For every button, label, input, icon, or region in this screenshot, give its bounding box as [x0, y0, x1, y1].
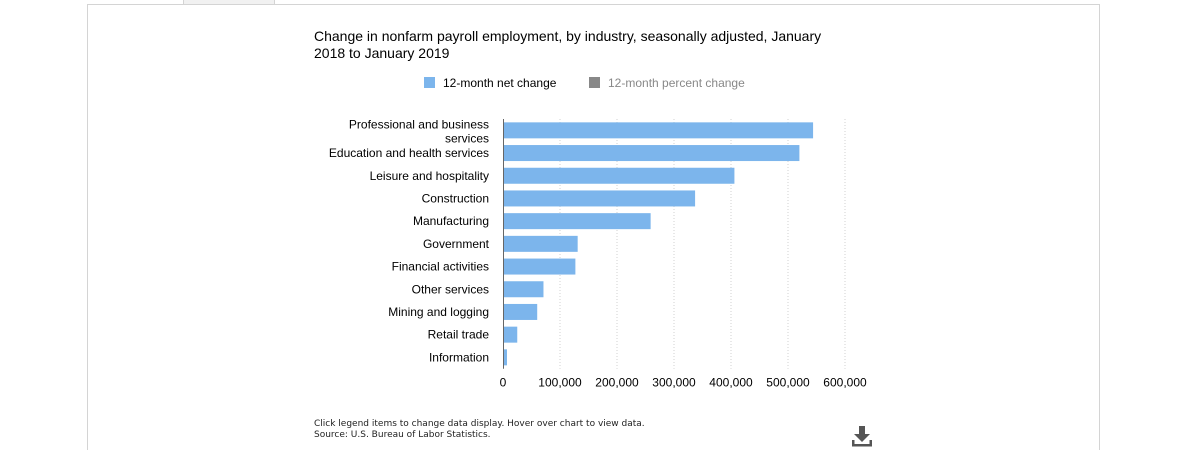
- category-label: Information: [429, 350, 489, 364]
- bar[interactable]: [503, 303, 538, 320]
- bar[interactable]: [503, 281, 544, 298]
- x-tick-label: 300,000: [652, 376, 696, 390]
- x-tick-label: 0: [500, 376, 507, 390]
- download-button[interactable]: [851, 425, 873, 447]
- x-tick-label: 200,000: [595, 376, 639, 390]
- chart-notes: Click legend items to change data displa…: [314, 419, 645, 441]
- bar[interactable]: [503, 235, 578, 252]
- category-label: Construction: [422, 191, 489, 205]
- chart-instruction-note: Click legend items to change data displa…: [314, 419, 645, 429]
- x-tick-label: 400,000: [709, 376, 753, 390]
- legend-swatch-percent-change: [589, 77, 600, 88]
- category-label: Other services: [412, 282, 489, 296]
- x-tick-label: 500,000: [766, 376, 810, 390]
- category-label: Manufacturing: [413, 214, 489, 228]
- legend-swatch-net-change: [424, 77, 435, 88]
- x-tick-label: 600,000: [823, 376, 867, 390]
- bar[interactable]: [503, 326, 518, 343]
- category-label: Education and health services: [329, 146, 489, 160]
- category-label: Financial activities: [392, 260, 489, 274]
- bar[interactable]: [503, 213, 651, 230]
- chart-panel-frame: [87, 4, 1100, 450]
- bar[interactable]: [503, 167, 735, 184]
- category-label: Mining and logging: [388, 305, 489, 319]
- category-label: Government: [423, 237, 490, 251]
- category-label: Retail trade: [428, 328, 490, 342]
- legend-label-net-change: 12-month net change: [443, 76, 557, 90]
- legend-label-percent-change: 12-month percent change: [608, 76, 745, 90]
- category-label: Leisure and hospitality: [370, 169, 489, 183]
- bar[interactable]: [503, 190, 696, 207]
- bar[interactable]: [503, 145, 800, 162]
- category-label: Professional and business services: [349, 117, 489, 145]
- bar[interactable]: [503, 122, 814, 139]
- chart-title: Change in nonfarm payroll employment, by…: [314, 28, 822, 61]
- x-tick-label: 100,000: [538, 376, 582, 390]
- chart-source-note: Source: U.S. Bureau of Labor Statistics.: [314, 430, 491, 440]
- download-icon: [852, 426, 872, 447]
- bar[interactable]: [503, 349, 507, 366]
- panel-tab[interactable]: [183, 0, 275, 5]
- bar[interactable]: [503, 258, 576, 275]
